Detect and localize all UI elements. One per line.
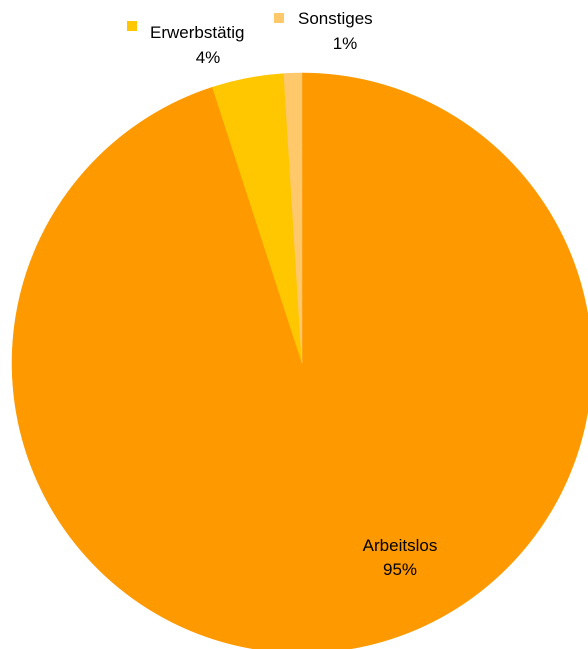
pie-slice-sonstiges <box>283 72 303 364</box>
slice-value-erwerbstaetig: 4% <box>196 48 221 67</box>
slice-value-sonstiges: 1% <box>333 34 358 53</box>
slice-label-erwerbstaetig: Erwerbstätig <box>150 23 244 42</box>
slice-label-sonstiges: Sonstiges <box>298 9 373 28</box>
label-group-erwerbstaetig: Erwerbstätig 4% <box>127 21 244 67</box>
label-group-arbeitslos: Arbeitslos 95% <box>363 536 438 579</box>
pie-slice-arbeitslos <box>11 72 588 649</box>
slice-label-arbeitslos: Arbeitslos <box>363 536 438 555</box>
slice-value-arbeitslos: 95% <box>383 560 417 579</box>
legend-marker-erwerbstaetig <box>127 21 137 31</box>
label-group-sonstiges: Sonstiges 1% <box>274 9 373 53</box>
pie-slices <box>11 72 588 649</box>
legend-marker-sonstiges <box>274 13 284 23</box>
